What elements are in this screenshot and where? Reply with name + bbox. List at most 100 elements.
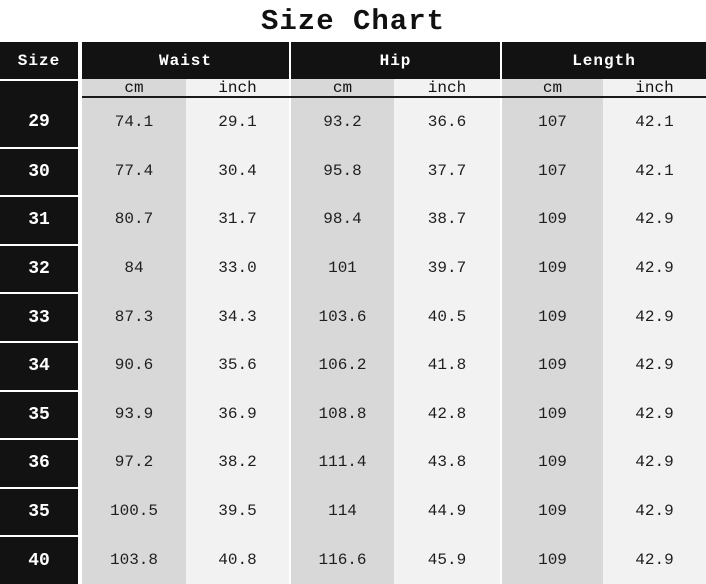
column-divider	[78, 243, 82, 293]
hip-inch-value: 40.5	[394, 292, 500, 341]
column-divider	[289, 98, 291, 147]
length-inch-value: 42.9	[603, 486, 706, 536]
length-inch-value: 42.9	[603, 438, 706, 487]
length-cm-value: 109	[502, 195, 603, 244]
column-divider	[78, 340, 82, 390]
length-cm-unit-header: cm	[502, 79, 603, 98]
column-divider	[500, 146, 502, 196]
size-cell: 30	[0, 146, 78, 196]
hip-cm-unit-header: cm	[291, 79, 394, 98]
column-divider	[289, 486, 291, 536]
hip-cm-value: 114	[291, 486, 394, 536]
waist-cm-value: 74.1	[82, 98, 186, 147]
column-divider	[500, 42, 502, 79]
length-cm-value: 109	[502, 340, 603, 390]
column-divider	[289, 535, 291, 584]
length-inch-value: 42.1	[603, 146, 706, 196]
column-divider	[78, 292, 82, 341]
hip-cm-value: 93.2	[291, 98, 394, 147]
hip-cm-value: 111.4	[291, 438, 394, 487]
size-cell: 35	[0, 389, 78, 439]
waist-cm-value: 97.2	[82, 438, 186, 487]
hip-inch-value: 41.8	[394, 340, 500, 390]
hip-inch-value: 42.8	[394, 389, 500, 439]
hip-inch-value: 39.7	[394, 243, 500, 293]
waist-inch-value: 36.9	[186, 389, 289, 439]
column-divider	[500, 243, 502, 293]
waist-inch-value: 39.5	[186, 486, 289, 536]
column-divider	[78, 535, 82, 584]
column-divider	[78, 195, 82, 244]
hip-inch-value: 43.8	[394, 438, 500, 487]
column-divider	[500, 438, 502, 487]
column-divider	[78, 146, 82, 196]
column-divider	[500, 389, 502, 439]
column-divider	[289, 146, 291, 196]
column-divider	[78, 98, 82, 147]
waist-inch-value: 38.2	[186, 438, 289, 487]
waist-inch-value: 34.3	[186, 292, 289, 341]
hip-cm-value: 103.6	[291, 292, 394, 341]
column-divider	[78, 42, 82, 79]
hip-inch-value: 36.6	[394, 98, 500, 147]
waist-cm-value: 90.6	[82, 340, 186, 390]
waist-cm-value: 87.3	[82, 292, 186, 341]
length-cm-value: 109	[502, 535, 603, 584]
waist-group-header: Waist	[82, 42, 289, 79]
waist-cm-value: 80.7	[82, 195, 186, 244]
waist-inch-value: 29.1	[186, 98, 289, 147]
waist-cm-value: 84	[82, 243, 186, 293]
size-cell: 32	[0, 243, 78, 293]
hip-inch-value: 37.7	[394, 146, 500, 196]
column-divider	[78, 438, 82, 487]
length-inch-value: 42.1	[603, 98, 706, 147]
size-cell: 29	[0, 98, 78, 147]
size-chart-table: Size Waist Hip Length cm inch cm inch cm…	[0, 42, 706, 584]
size-cell: 33	[0, 292, 78, 341]
waist-cm-value: 103.8	[82, 535, 186, 584]
column-divider	[500, 292, 502, 341]
size-cell: 34	[0, 340, 78, 390]
column-divider	[500, 535, 502, 584]
hip-inch-value: 38.7	[394, 195, 500, 244]
length-group-header: Length	[502, 42, 706, 79]
column-divider	[78, 389, 82, 439]
column-divider	[289, 438, 291, 487]
column-divider	[289, 42, 291, 79]
column-divider	[500, 79, 502, 98]
waist-cm-unit-header: cm	[82, 79, 186, 98]
length-cm-value: 109	[502, 292, 603, 341]
waist-cm-value: 100.5	[82, 486, 186, 536]
length-cm-value: 107	[502, 146, 603, 196]
length-inch-unit-header: inch	[603, 79, 706, 98]
size-cell: 31	[0, 195, 78, 244]
column-divider	[500, 195, 502, 244]
waist-inch-value: 30.4	[186, 146, 289, 196]
length-inch-value: 42.9	[603, 389, 706, 439]
waist-inch-value: 35.6	[186, 340, 289, 390]
length-inch-value: 42.9	[603, 292, 706, 341]
hip-cm-value: 106.2	[291, 340, 394, 390]
waist-inch-value: 40.8	[186, 535, 289, 584]
size-cell: 35	[0, 486, 78, 536]
length-inch-value: 42.9	[603, 195, 706, 244]
hip-inch-value: 44.9	[394, 486, 500, 536]
waist-cm-value: 93.9	[82, 389, 186, 439]
hip-cm-value: 108.8	[291, 389, 394, 439]
column-divider	[500, 98, 502, 147]
column-divider	[78, 79, 82, 98]
column-divider	[500, 486, 502, 536]
size-column-header: Size	[0, 42, 78, 79]
column-divider	[289, 389, 291, 439]
size-cell: 36	[0, 438, 78, 487]
waist-inch-value: 31.7	[186, 195, 289, 244]
waist-cm-value: 77.4	[82, 146, 186, 196]
hip-cm-value: 95.8	[291, 146, 394, 196]
length-cm-value: 109	[502, 389, 603, 439]
hip-cm-value: 98.4	[291, 195, 394, 244]
column-divider	[289, 292, 291, 341]
length-inch-value: 42.9	[603, 535, 706, 584]
column-divider	[500, 340, 502, 390]
hip-inch-value: 45.9	[394, 535, 500, 584]
waist-inch-value: 33.0	[186, 243, 289, 293]
